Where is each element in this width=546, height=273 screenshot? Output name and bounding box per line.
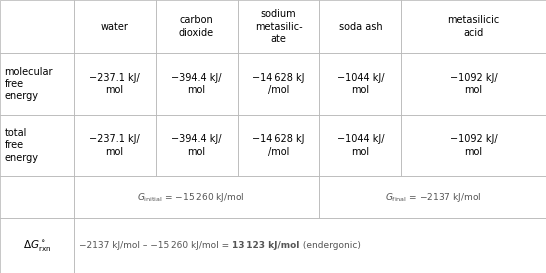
Bar xyxy=(401,0,546,53)
Bar xyxy=(0,115,74,176)
Bar xyxy=(156,53,238,115)
Text: carbon
dioxide: carbon dioxide xyxy=(179,15,214,38)
Text: −1092 kJ/
mol: −1092 kJ/ mol xyxy=(450,73,497,95)
Text: molecular
free
energy: molecular free energy xyxy=(4,67,53,101)
Bar xyxy=(319,53,401,115)
Bar xyxy=(0,0,74,53)
Bar xyxy=(319,176,546,218)
Text: $\mathit{G}_\mathregular{initial}$ = −15 260 kJ/mol: $\mathit{G}_\mathregular{initial}$ = −15… xyxy=(138,191,245,204)
Bar xyxy=(0,218,74,273)
Text: −394.4 kJ/
mol: −394.4 kJ/ mol xyxy=(171,73,222,95)
Text: −237.1 kJ/
mol: −237.1 kJ/ mol xyxy=(90,73,140,95)
Bar xyxy=(319,0,401,53)
Text: soda ash: soda ash xyxy=(339,22,382,32)
Text: −14 628 kJ
/mol: −14 628 kJ /mol xyxy=(252,73,305,95)
Bar xyxy=(156,115,238,176)
Bar xyxy=(0,176,74,218)
Text: −14 628 kJ
/mol: −14 628 kJ /mol xyxy=(252,134,305,157)
Text: $\mathit{G}_\mathregular{final}$ = −2137 kJ/mol: $\mathit{G}_\mathregular{final}$ = −2137… xyxy=(384,191,481,204)
Bar xyxy=(0,53,74,115)
Bar xyxy=(74,0,156,53)
Text: (endergonic): (endergonic) xyxy=(300,241,360,250)
Bar xyxy=(156,0,238,53)
Text: −237.1 kJ/
mol: −237.1 kJ/ mol xyxy=(90,134,140,157)
Bar xyxy=(319,115,401,176)
Bar xyxy=(238,115,319,176)
Text: sodium
metasilic-
ate: sodium metasilic- ate xyxy=(254,9,302,44)
Bar xyxy=(74,218,546,273)
Text: $\Delta G^\circ_\mathrm{rxn}$: $\Delta G^\circ_\mathrm{rxn}$ xyxy=(23,238,51,253)
Bar xyxy=(238,53,319,115)
Bar xyxy=(74,176,319,218)
Text: −2137 kJ/mol – −15 260 kJ/mol =: −2137 kJ/mol – −15 260 kJ/mol = xyxy=(79,241,232,250)
Bar xyxy=(74,115,156,176)
Text: −1044 kJ/
mol: −1044 kJ/ mol xyxy=(337,134,384,157)
Text: −394.4 kJ/
mol: −394.4 kJ/ mol xyxy=(171,134,222,157)
Text: total
free
energy: total free energy xyxy=(4,128,38,163)
Text: 13 123 kJ/mol: 13 123 kJ/mol xyxy=(232,241,300,250)
Bar xyxy=(401,53,546,115)
Bar xyxy=(238,0,319,53)
Bar xyxy=(401,115,546,176)
Text: −1044 kJ/
mol: −1044 kJ/ mol xyxy=(337,73,384,95)
Bar xyxy=(74,53,156,115)
Text: metasilicic
acid: metasilicic acid xyxy=(448,15,500,38)
Text: −1092 kJ/
mol: −1092 kJ/ mol xyxy=(450,134,497,157)
Text: water: water xyxy=(100,22,129,32)
